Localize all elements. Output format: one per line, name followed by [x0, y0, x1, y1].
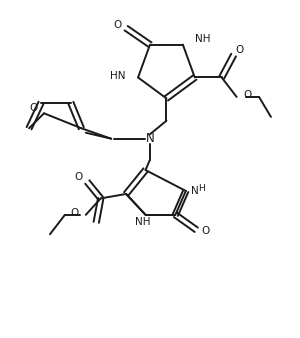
Text: H: H [198, 184, 205, 193]
Text: NH: NH [135, 217, 150, 227]
Text: O: O [235, 45, 243, 55]
Text: O: O [70, 208, 78, 218]
Text: O: O [113, 20, 122, 30]
Text: O: O [29, 103, 38, 113]
Text: O: O [243, 90, 251, 100]
Text: HN: HN [110, 71, 125, 81]
Text: O: O [75, 172, 83, 182]
Text: NH: NH [195, 34, 210, 44]
Text: O: O [202, 226, 210, 236]
Text: N: N [191, 186, 199, 196]
Text: N: N [146, 132, 154, 145]
